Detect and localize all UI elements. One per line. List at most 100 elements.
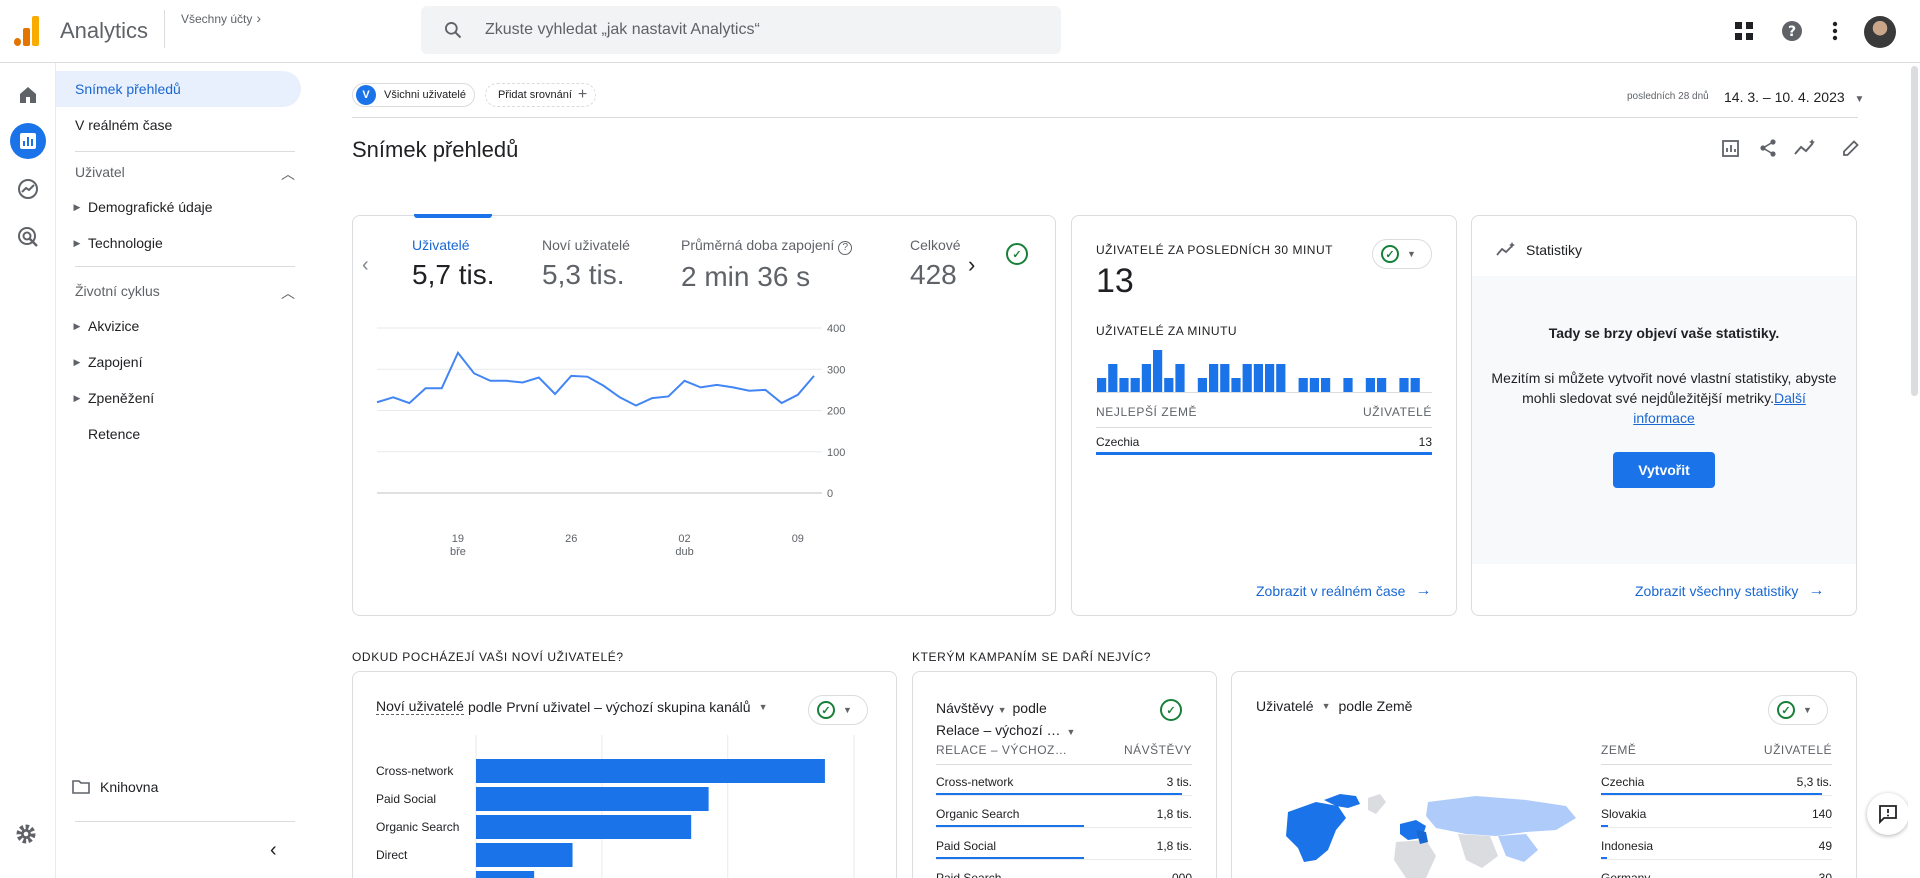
nav-section-lifecycle[interactable]: Životní cyklus ︿ bbox=[75, 283, 295, 303]
nav-item-engagement[interactable]: ▶ Zapojení bbox=[66, 354, 143, 370]
table-row[interactable]: Czechia 5,3 tis. bbox=[1601, 775, 1832, 801]
nav-item-technology[interactable]: ▶ Technologie bbox=[66, 235, 163, 251]
row-value: 1,8 tis. bbox=[1156, 839, 1192, 853]
nav-item-label: Akvizice bbox=[88, 318, 140, 334]
bar bbox=[476, 759, 825, 783]
minute-bar bbox=[1410, 378, 1420, 392]
search-box[interactable] bbox=[421, 6, 1061, 54]
nav-section-user[interactable]: Uživatel ︿ bbox=[75, 164, 295, 184]
x-tick-month: dub bbox=[675, 546, 693, 558]
table-row[interactable]: Czechia 13 bbox=[1096, 435, 1432, 449]
new-users-data-quality-pill[interactable]: ✓ ▼ bbox=[808, 695, 868, 725]
country-data-quality-pill[interactable]: ✓ ▼ bbox=[1768, 695, 1828, 725]
realtime-count: 13 bbox=[1096, 262, 1134, 300]
library-label: Knihovna bbox=[100, 779, 159, 795]
country-card-title[interactable]: Uživatelé ▼ podle Země bbox=[1256, 698, 1412, 714]
nav-item-snapshot[interactable]: Snímek přehledů bbox=[56, 71, 301, 107]
metric-selector[interactable]: Uživatelé bbox=[1256, 698, 1314, 714]
dimension-selector[interactable]: Relace – výchozí … bbox=[936, 722, 1061, 738]
metric-tab-new-users[interactable]: Noví uživatelé 5,3 tis. bbox=[542, 237, 630, 291]
row-divider bbox=[1601, 795, 1832, 796]
reports-icon[interactable] bbox=[10, 123, 46, 159]
metric-tab-engagement-time[interactable]: Průměrná doba zapojení ? 2 min 36 s bbox=[681, 237, 853, 293]
search-input[interactable] bbox=[485, 16, 1045, 44]
new-users-card-title[interactable]: Noví uživatelé podle První uživatel – vý… bbox=[376, 698, 767, 715]
insights-icon[interactable] bbox=[1793, 136, 1817, 160]
row-label: Slovakia bbox=[1601, 807, 1647, 821]
home-icon[interactable] bbox=[10, 77, 46, 113]
help-icon[interactable]: ? bbox=[1779, 18, 1805, 44]
table-row[interactable]: Paid Search 000 bbox=[936, 871, 1192, 878]
nav-item-demographics[interactable]: ▶ Demografické údaje bbox=[66, 199, 213, 215]
avatar[interactable] bbox=[1864, 16, 1896, 48]
learn-more-link[interactable]: Další informace bbox=[1633, 390, 1806, 426]
advertising-icon[interactable] bbox=[10, 219, 46, 255]
minute-bar bbox=[1119, 378, 1129, 392]
sessions-data-quality-icon[interactable]: ✓ bbox=[1160, 699, 1182, 721]
row-label: Paid Social bbox=[936, 839, 997, 853]
metric-selector[interactable]: Návštěvy bbox=[936, 700, 994, 716]
nav-item-monetization[interactable]: ▶ Zpeněžení bbox=[66, 390, 155, 406]
expand-arrow-icon: ▶ bbox=[73, 237, 81, 248]
help-circle-icon[interactable]: ? bbox=[838, 241, 853, 255]
add-comparison-button[interactable]: Přidat srovnání + bbox=[484, 83, 597, 107]
chevron-left-icon[interactable]: ‹ bbox=[362, 254, 369, 276]
expand-arrow-icon: ▶ bbox=[73, 201, 81, 212]
chevron-right-icon: › bbox=[256, 10, 262, 26]
sessions-card-title[interactable]: Návštěvy ▼ podle Relace – výchozí … ▼ bbox=[936, 698, 1106, 742]
nav-item-label: Retence bbox=[88, 426, 141, 442]
segment-chip[interactable]: V Všichni uživatelé bbox=[352, 83, 475, 107]
scrollbar-thumb[interactable] bbox=[1911, 66, 1918, 396]
settings-gear-icon[interactable] bbox=[14, 822, 38, 851]
country-value: 13 bbox=[1418, 435, 1432, 449]
table-divider bbox=[1601, 764, 1832, 765]
section-title-new-users: ODKUD POCHÁZEJÍ VAŠI NOVÍ UŽIVATELÉ? bbox=[352, 650, 624, 664]
table-row[interactable]: Organic Search 1,8 tis. bbox=[936, 807, 1192, 833]
data-quality-ok-icon[interactable]: ✓ bbox=[1006, 243, 1028, 265]
minute-bar bbox=[1242, 364, 1252, 392]
create-insight-button[interactable]: Vytvořit bbox=[1613, 452, 1715, 488]
feedback-button[interactable] bbox=[1867, 793, 1909, 835]
date-range-picker[interactable]: 14. 3. – 10. 4. 2023 ▼ bbox=[1724, 89, 1864, 105]
explore-icon[interactable] bbox=[10, 171, 46, 207]
metric-selector[interactable]: Noví uživatelé bbox=[376, 698, 464, 715]
dimension-selector[interactable]: První uživatel – výchozí skupina kanálů bbox=[506, 698, 751, 715]
nav-item-retention[interactable]: Retence bbox=[66, 426, 140, 442]
chevron-right-icon[interactable]: › bbox=[968, 252, 976, 277]
view-all-insights-link[interactable]: Zobrazit všechny statistiky → bbox=[1635, 582, 1824, 600]
table-row[interactable]: Cross-network 3 tis. bbox=[936, 775, 1192, 801]
more-vert-icon[interactable] bbox=[1822, 18, 1848, 44]
metric-tab-total[interactable]: Celkové 428 bbox=[910, 237, 962, 297]
customize-report-icon[interactable] bbox=[1719, 136, 1743, 160]
per-minute-title: UŽIVATELÉ ZA MINUTU bbox=[1096, 324, 1238, 338]
view-all-insights-label: Zobrazit všechny statistiky bbox=[1635, 583, 1799, 599]
chevron-up-icon: ︿ bbox=[281, 285, 295, 301]
table-row[interactable]: Germany 30 bbox=[1601, 871, 1832, 878]
edit-pencil-icon[interactable] bbox=[1839, 136, 1863, 160]
accounts-switcher[interactable]: Všechny účty › bbox=[181, 10, 261, 26]
dropdown-arrow-icon: ▼ bbox=[1321, 701, 1331, 711]
date-range-label: 14. 3. – 10. 4. 2023 bbox=[1724, 89, 1845, 105]
bar bbox=[476, 871, 535, 878]
metric-tab-users[interactable]: Uživatelé 5,7 tis. bbox=[412, 237, 494, 291]
country-name: Czechia bbox=[1096, 435, 1140, 449]
analytics-logo[interactable] bbox=[14, 16, 40, 46]
nav-item-acquisition[interactable]: ▶ Akvizice bbox=[66, 318, 140, 334]
nav-divider bbox=[75, 266, 295, 267]
metric-label: Uživatelé bbox=[412, 237, 470, 253]
apps-grid-icon[interactable] bbox=[1731, 18, 1757, 44]
row-value: 140 bbox=[1811, 807, 1832, 821]
nav-item-library[interactable]: Knihovna bbox=[72, 779, 158, 795]
app-title[interactable]: Analytics bbox=[60, 18, 149, 43]
collapse-nav-chevron-left-icon[interactable]: ‹ bbox=[270, 839, 277, 861]
nav-item-realtime[interactable]: V reálném čase bbox=[75, 117, 173, 133]
insights-body: Mezitím si můžete vytvořit nové vlastní … bbox=[1491, 368, 1837, 428]
table-row[interactable]: Indonesia 49 bbox=[1601, 839, 1832, 865]
share-icon[interactable] bbox=[1756, 136, 1780, 160]
view-realtime-link[interactable]: Zobrazit v reálném čase → bbox=[1256, 582, 1431, 600]
realtime-data-quality-pill[interactable]: ✓ ▼ bbox=[1372, 239, 1432, 269]
table-row[interactable]: Paid Social 1,8 tis. bbox=[936, 839, 1192, 865]
table-row[interactable]: Slovakia 140 bbox=[1601, 807, 1832, 833]
minute-bar bbox=[1097, 378, 1107, 392]
insights-headline: Tady se brzy objeví vaše statistiky. bbox=[1548, 325, 1780, 341]
